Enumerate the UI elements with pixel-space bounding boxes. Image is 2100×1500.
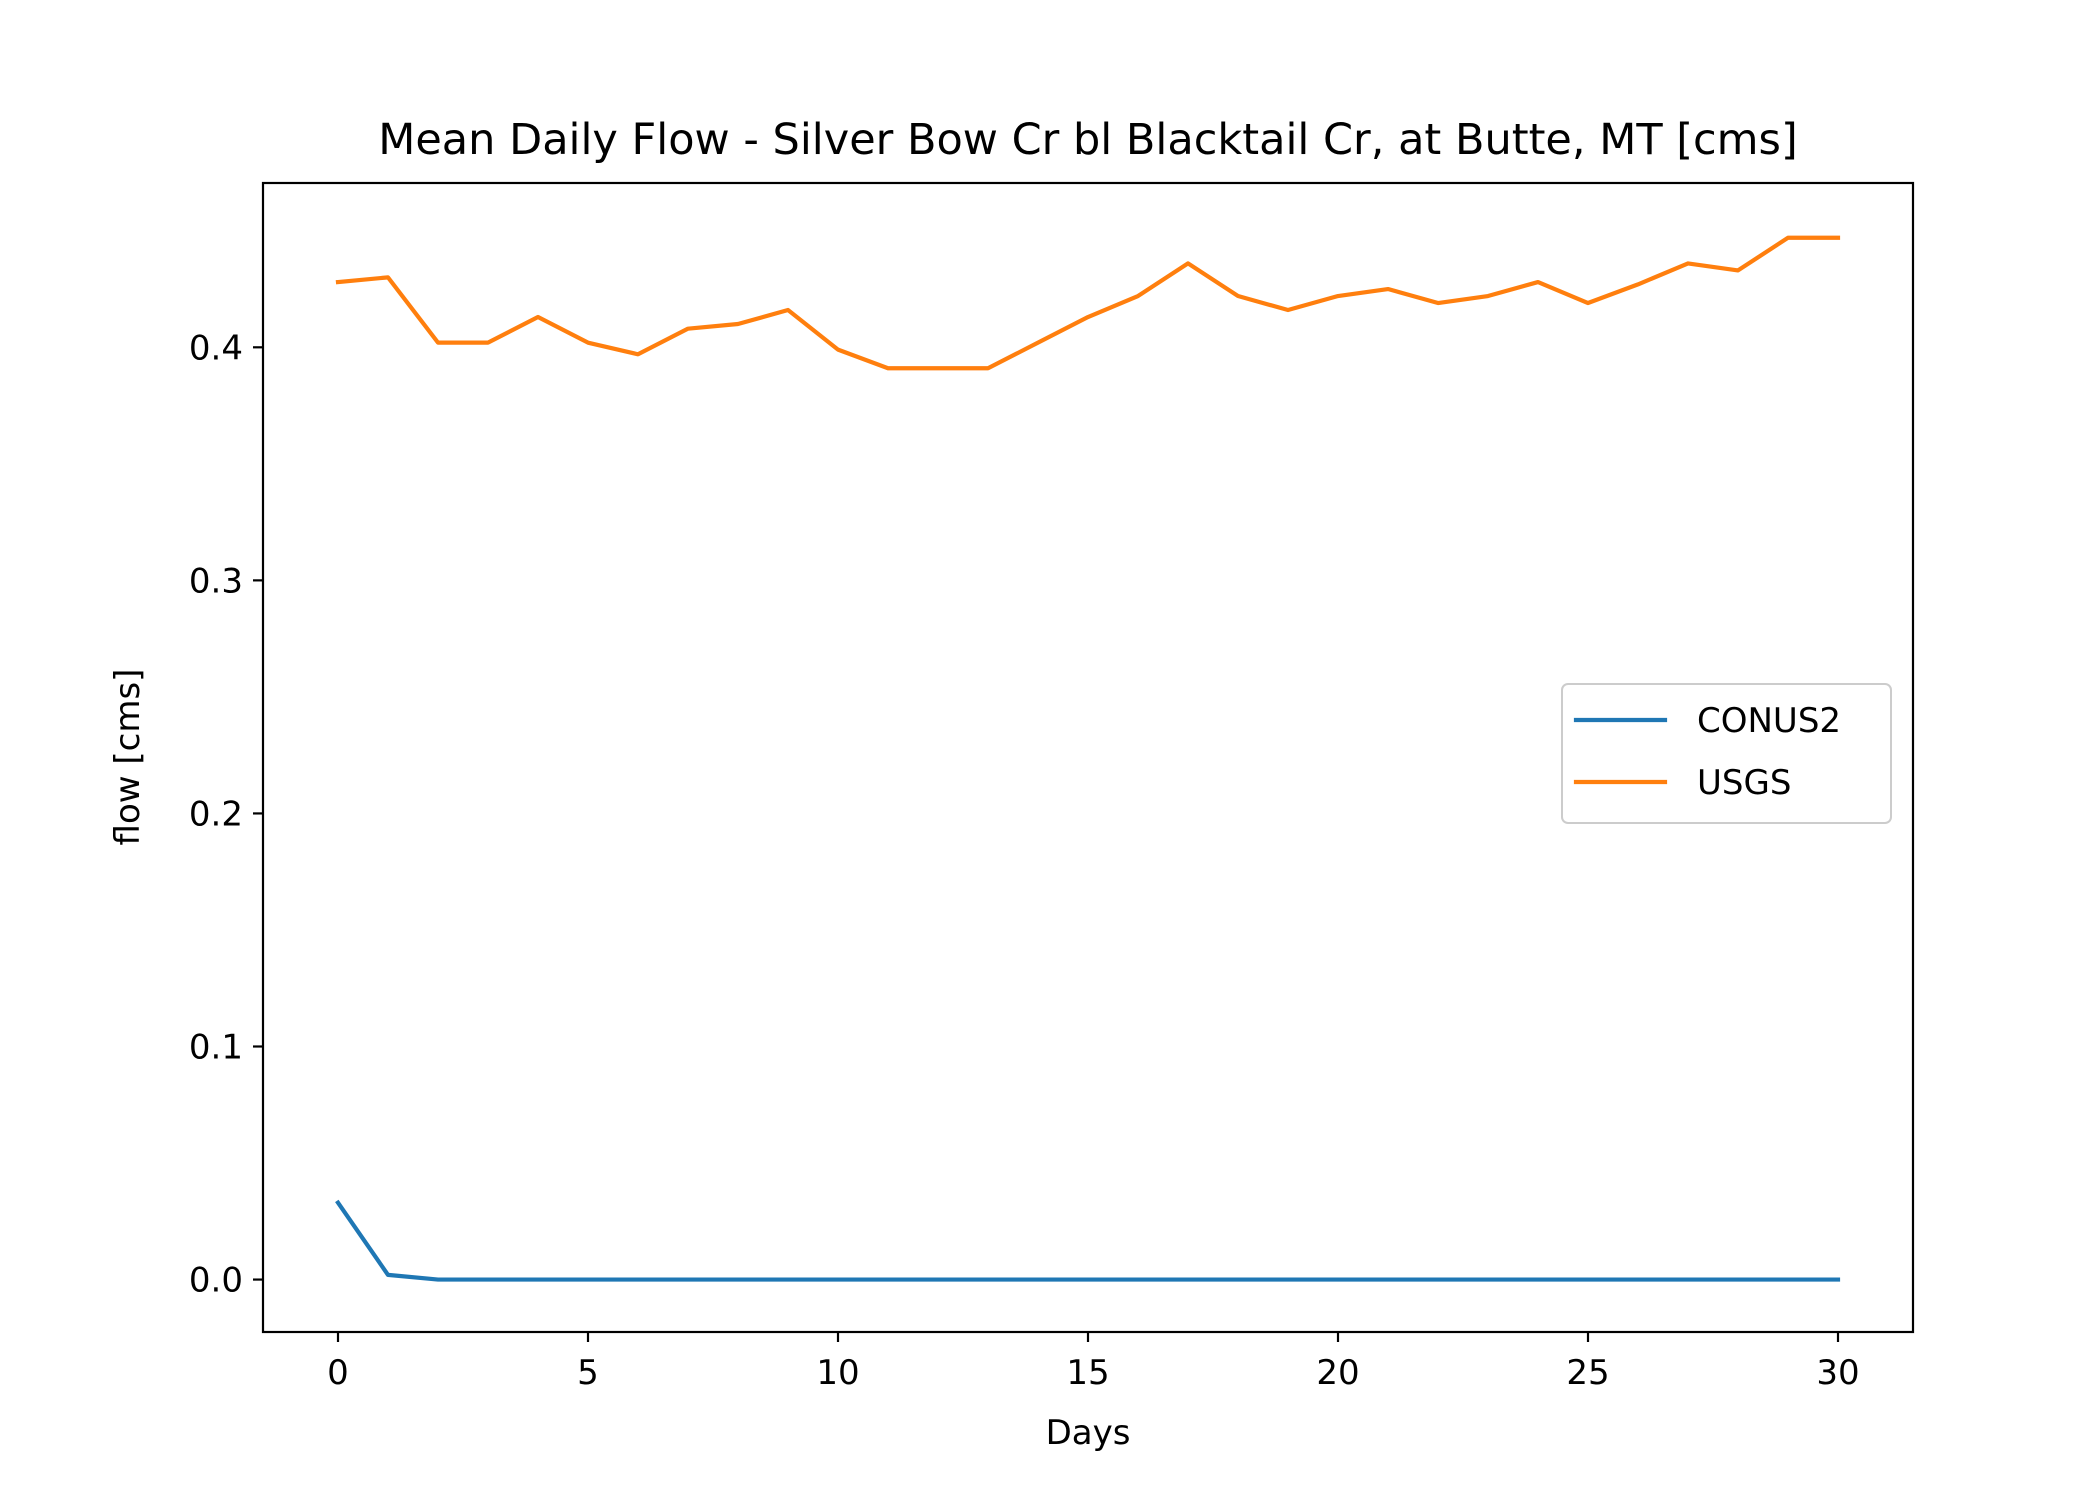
y-tick-label: 0.0 [189, 1261, 243, 1301]
y-tick-label: 0.1 [189, 1027, 243, 1067]
legend: CONUS2 USGS [1561, 683, 1892, 824]
series-layer [335, 235, 1841, 1282]
y-tick-label: 0.4 [189, 328, 243, 368]
x-tick-label: 25 [1566, 1353, 1609, 1393]
series-line-conus2 [335, 1199, 1841, 1282]
y-tick-label: 0.2 [189, 794, 243, 834]
legend-label-conus2: CONUS2 [1697, 701, 1841, 741]
y-tick-label: 0.3 [189, 561, 243, 601]
x-tick-label: 10 [816, 1353, 859, 1393]
x-tick-label: 5 [577, 1353, 599, 1393]
x-axis: 0 5 10 15 20 25 30 [327, 1332, 1860, 1393]
y-axis: 0.0 0.1 0.2 0.3 0.4 [189, 328, 263, 1301]
x-axis-label: Days [1046, 1413, 1131, 1453]
x-tick-label: 15 [1066, 1353, 1109, 1393]
legend-label-usgs: USGS [1697, 763, 1791, 803]
x-tick-label: 0 [327, 1353, 349, 1393]
chart-title: Mean Daily Flow - Silver Bow Cr bl Black… [378, 115, 1797, 165]
series-line-usgs [335, 235, 1841, 371]
x-tick-label: 30 [1816, 1353, 1859, 1393]
x-tick-label: 20 [1316, 1353, 1359, 1393]
y-axis-label: flow [cms] [108, 669, 148, 846]
plot-area [335, 235, 1841, 1282]
